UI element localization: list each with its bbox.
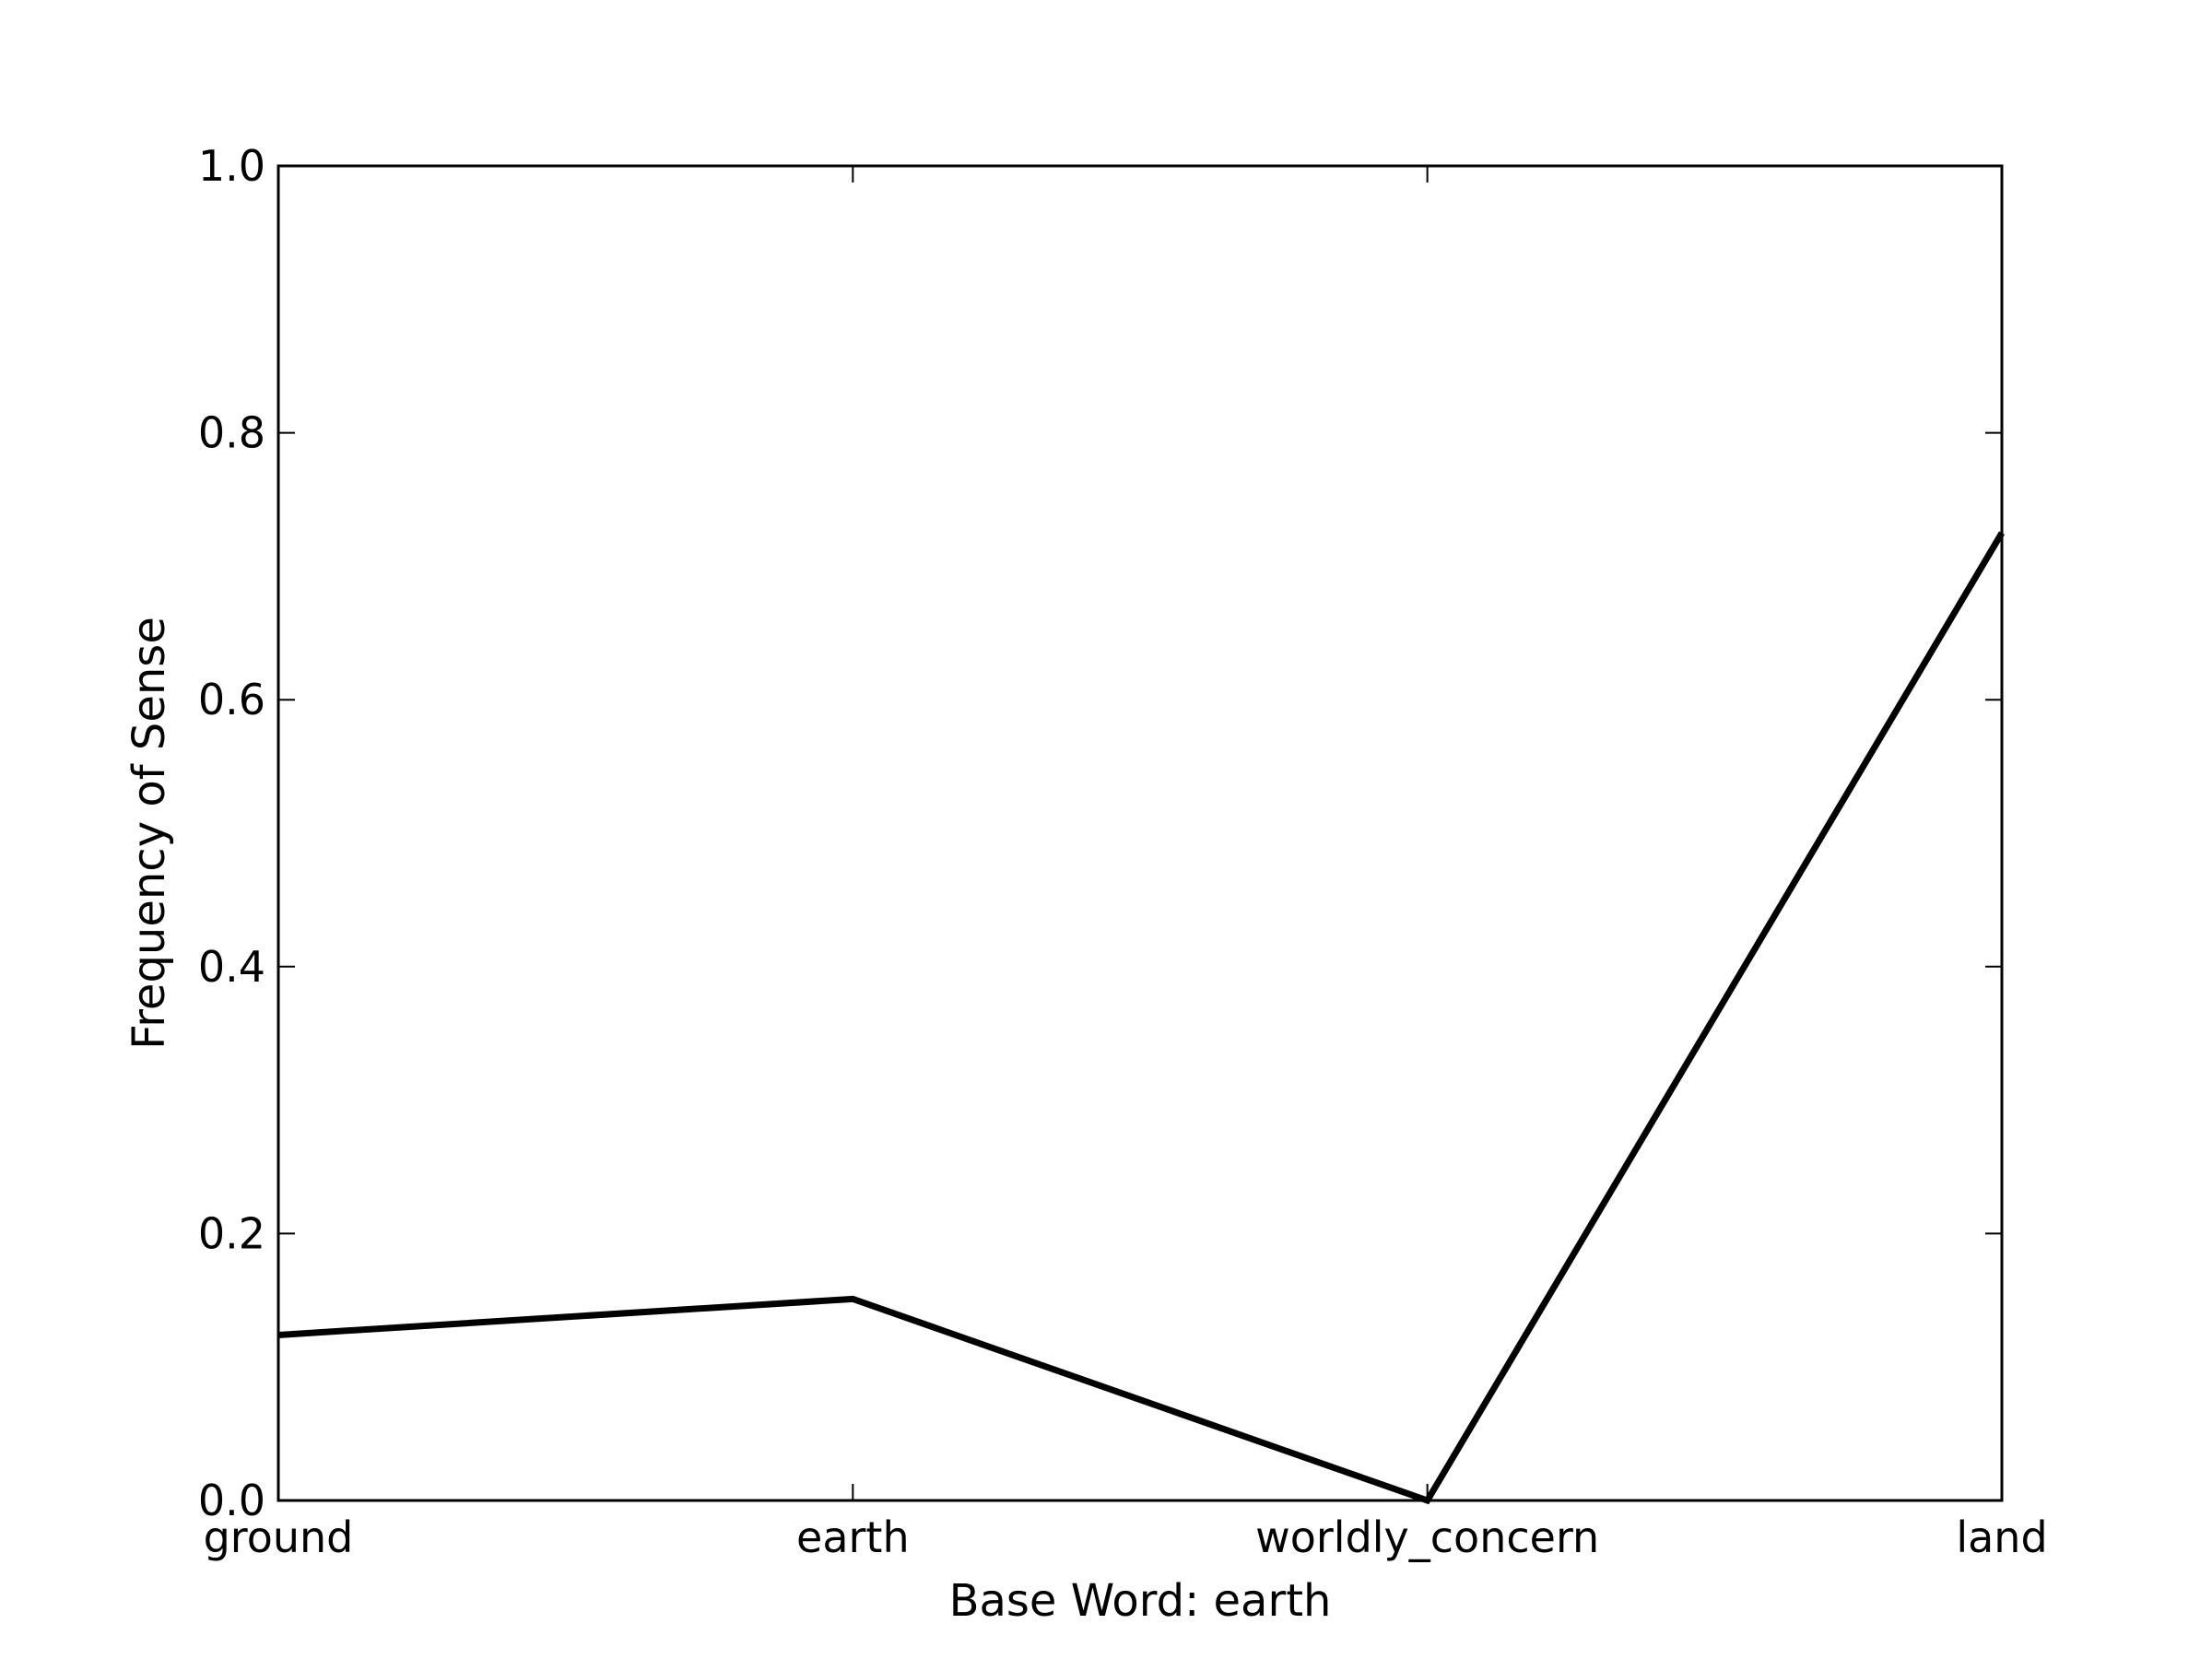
x-tick-label: ground <box>204 1512 354 1562</box>
y-tick-label: 1.0 <box>198 141 265 191</box>
x-tick-label: worldly_concern <box>1255 1512 1599 1562</box>
y-tick-label: 0.8 <box>198 408 265 458</box>
y-tick-label: 0.2 <box>198 1208 265 1258</box>
y-tick-label: 0.0 <box>198 1476 265 1525</box>
ticks-layer <box>277 165 2003 1501</box>
y-tick-label: 0.6 <box>198 675 265 724</box>
x-tick-labels: ground earth worldly_concern land <box>204 1512 2048 1562</box>
x-tick-label: land <box>1956 1512 2047 1562</box>
x-axis-label: Base Word: earth <box>949 1575 1332 1627</box>
x-tick-label: earth <box>796 1512 910 1562</box>
series-layer <box>277 531 2006 1505</box>
y-tick-label: 0.4 <box>198 942 265 992</box>
series-line-0 <box>277 531 2006 1505</box>
y-axis-label: Frequency of Sense <box>124 617 175 1050</box>
y-tick-labels: 0.0 0.2 0.4 0.6 0.8 1.0 <box>198 141 265 1525</box>
plot-frame <box>276 164 2004 1502</box>
